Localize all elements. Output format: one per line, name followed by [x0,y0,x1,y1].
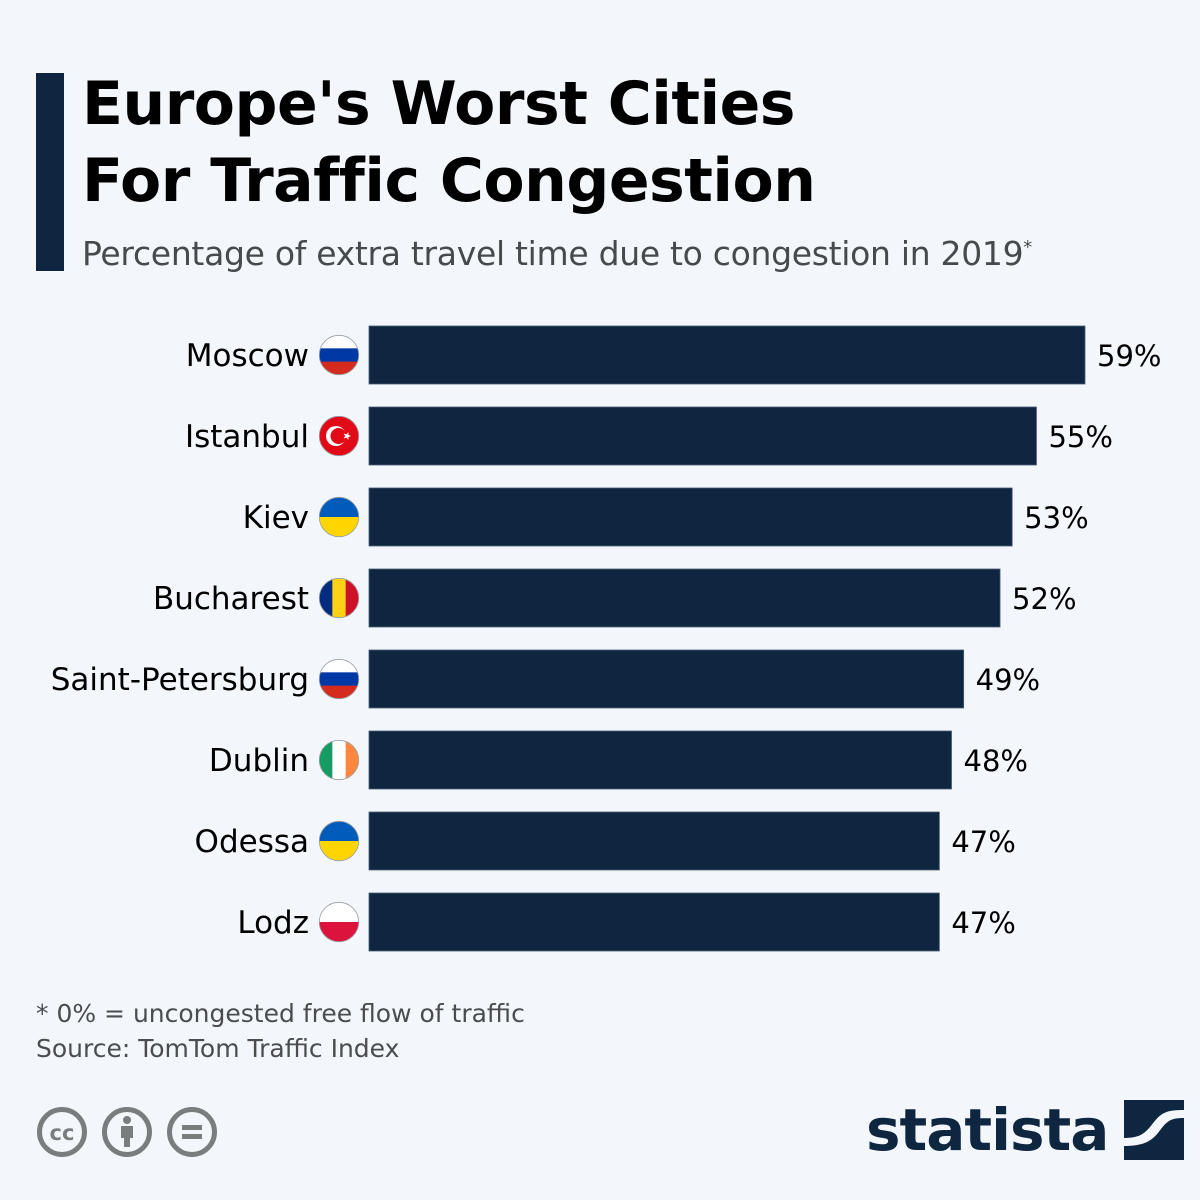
statista-logo-text: statista [866,1096,1109,1164]
title-line-1: Europe's Worst Cities [82,69,796,139]
ukraine-flag-icon [318,820,360,862]
turkey-flag-icon [318,415,360,457]
bar-row: Saint-Petersburg 49% [51,649,1040,709]
bar[interactable] [368,892,940,952]
chart-subtitle: Percentage of extra travel time due to c… [82,234,1032,273]
category-label: Lodz [237,905,309,941]
category-label: Odessa [195,824,309,860]
bar-row: Dublin 48% [209,730,1028,790]
svg-text:cc: cc [50,1121,75,1145]
bar[interactable] [368,568,1001,628]
category-label: Saint-Petersburg [51,662,309,698]
value-label: 52% [1012,582,1076,616]
value-label: 48% [964,744,1028,778]
category-label: Bucharest [153,581,309,617]
value-label: 55% [1048,420,1112,454]
romania-flag-icon [318,577,360,619]
bar[interactable] [368,730,952,790]
footnote-source: Source: TomTom Traffic Index [36,1034,400,1063]
poland-flag-fill [319,902,359,942]
subtitle-footnote-marker: * [1023,237,1032,258]
no-derivatives-icon[interactable] [166,1106,218,1158]
ukraine-flag-fill [319,497,359,537]
ukraine-flag-icon [318,496,360,538]
category-label: Dublin [209,743,309,779]
attribution-icon[interactable] [101,1106,153,1158]
turkey-flag-fill [319,416,359,456]
russia-flag-icon [318,658,360,700]
value-label: 49% [976,663,1040,697]
bar-row: Moscow 59% [186,325,1161,385]
bar[interactable] [368,649,965,709]
category-label: Istanbul [185,419,309,455]
ireland-flag-icon [318,739,360,781]
poland-flag-icon [318,901,360,943]
statista-logo[interactable]: statista [866,1096,1185,1164]
title-accent-bar [36,73,64,271]
russia-flag-icon [318,334,360,376]
bar-row: Odessa 47% [195,811,1016,871]
value-label: 47% [951,825,1015,859]
bar-row: Istanbul 55% [185,406,1113,466]
category-label: Kiev [243,500,309,536]
footnote-block: * 0% = uncongested free flow of traffic … [36,996,525,1066]
bar[interactable] [368,811,940,871]
creative-commons-icon[interactable]: cc [36,1106,88,1158]
bar-row: Bucharest 52% [153,568,1077,628]
ukraine-flag-fill [319,821,359,861]
title-line-2: For Traffic Congestion [82,146,816,216]
value-label: 47% [951,906,1015,940]
subtitle-text: Percentage of extra travel time due to c… [82,234,1024,273]
bar[interactable] [368,406,1037,466]
bar-row: Kiev 53% [243,487,1089,547]
bar[interactable] [368,325,1086,385]
bar-row: Lodz 47% [237,892,1016,952]
statista-logo-mark-icon [1124,1100,1185,1160]
value-label: 59% [1097,339,1161,373]
bar[interactable] [368,487,1013,547]
category-label: Moscow [186,338,309,374]
value-label: 53% [1024,501,1088,535]
footnote-note: * 0% = uncongested free flow of traffic [36,999,525,1028]
chart-title: Europe's Worst Cities For Traffic Conges… [82,66,816,220]
license-icons: cc [36,1106,218,1158]
